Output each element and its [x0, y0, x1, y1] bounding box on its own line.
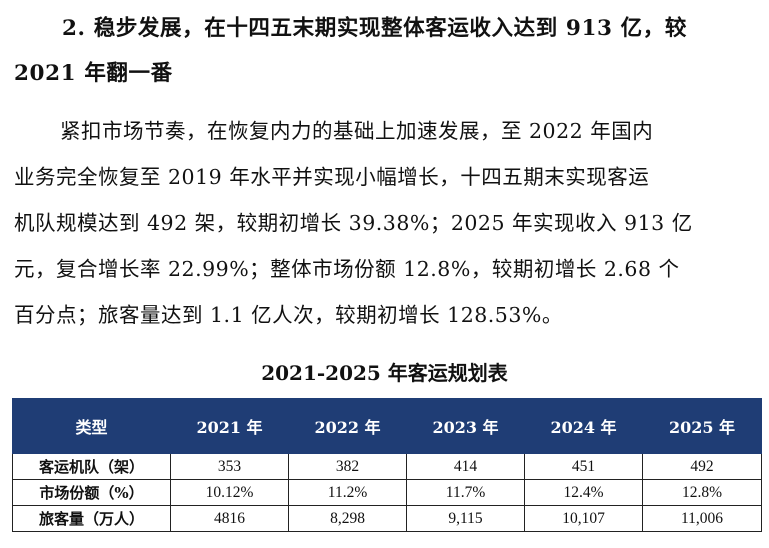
body-paragraph: 紧扣市场节奏，在恢复内力的基础上加速发展，至 2022 年国内 业务完全恢复至 … — [14, 108, 762, 338]
paragraph-line: 百分点；旅客量达到 1.1 亿人次，较期初增长 128.53%。 — [14, 303, 563, 327]
header-cell-2022: 2022 年 — [288, 398, 407, 454]
table-cell: 492 — [642, 453, 762, 480]
paragraph-line: 机队规模达到 492 架，较期初增长 39.38%；2025 年实现收入 913… — [14, 211, 693, 235]
table-cell: 12.8% — [642, 479, 762, 506]
header-cell-type: 类型 — [12, 398, 171, 454]
table-cell: 9,115 — [406, 505, 525, 532]
section-heading: 2. 稳步发展，在十四五末期实现整体客运收入达到 913 亿，较 2021 年翻… — [14, 6, 762, 96]
table-row: 旅客量（万人） 4816 8,298 9,115 10,107 11,006 — [12, 505, 762, 532]
header-cell-2023: 2023 年 — [406, 398, 525, 454]
table-cell: 4816 — [170, 505, 289, 532]
header-cell-2024: 2024 年 — [524, 398, 643, 454]
table-title: 2021-2025 年客运规划表 — [261, 361, 508, 385]
row-label: 市场份额（%） — [12, 479, 171, 506]
header-cell-2021: 2021 年 — [170, 398, 289, 454]
table-row: 客运机队（架） 353 382 414 451 492 — [12, 453, 762, 480]
row-label: 客运机队（架） — [12, 453, 171, 480]
table-cell: 11,006 — [642, 505, 762, 532]
table-cell: 451 — [524, 453, 643, 480]
row-label: 旅客量（万人） — [12, 505, 171, 532]
heading-line-1: 2. 稳步发展，在十四五末期实现整体客运收入达到 913 亿，较 — [62, 16, 687, 41]
paragraph-line: 紧扣市场节奏，在恢复内力的基础上加速发展，至 2022 年国内 — [60, 119, 654, 143]
table-cell: 8,298 — [288, 505, 407, 532]
table-cell: 353 — [170, 453, 289, 480]
paragraph-line: 元，复合增长率 22.99%；整体市场份额 12.8%，较期初增长 2.68 个 — [14, 257, 680, 281]
table-cell: 382 — [288, 453, 407, 480]
table-header-row: 类型 2021 年 2022 年 2023 年 2024 年 2025 年 — [12, 398, 762, 454]
table-cell: 11.7% — [406, 479, 525, 506]
paragraph-line: 业务完全恢复至 2019 年水平并实现小幅增长，十四五期末实现客运 — [14, 165, 650, 189]
table-cell: 10,107 — [524, 505, 643, 532]
table-cell: 12.4% — [524, 479, 643, 506]
heading-line-2: 2021 年翻一番 — [14, 61, 173, 86]
table-row: 市场份额（%） 10.12% 11.2% 11.7% 12.4% 12.8% — [12, 479, 762, 506]
passenger-plan-table: 类型 2021 年 2022 年 2023 年 2024 年 2025 年 客运… — [12, 398, 762, 532]
table-cell: 414 — [406, 453, 525, 480]
table-cell: 11.2% — [288, 479, 407, 506]
table-cell: 10.12% — [170, 479, 289, 506]
header-cell-2025: 2025 年 — [642, 398, 762, 454]
